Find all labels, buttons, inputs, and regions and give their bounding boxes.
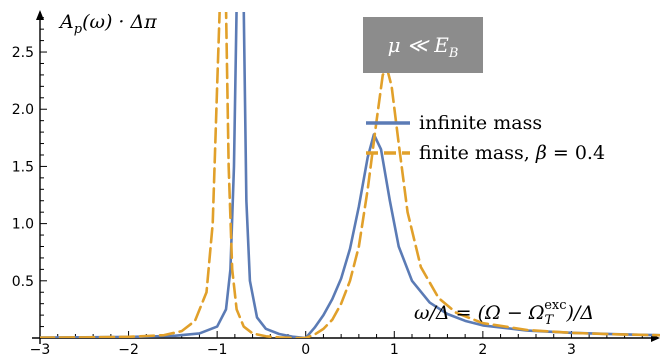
x-tick-label: 2 <box>478 342 487 358</box>
y-tick-label: 2.5 <box>12 45 34 61</box>
legend: infinite mass finite mass, β = 0.4 <box>366 112 605 164</box>
series-layer <box>40 12 660 338</box>
x-tick-label: 0 <box>301 342 310 358</box>
axes-group: −3 −2 −1 0 1 2 3 0.5 1.0 1.5 2.0 2.5 <box>12 10 660 358</box>
series-line-finite-mass <box>40 12 660 338</box>
x-tick-label: −2 <box>118 342 139 358</box>
annotation-text: μ ≪ EB <box>388 33 459 61</box>
series-line-infinite-mass <box>40 12 660 338</box>
x-axis-label: ω/Δ = (Ω − ΩTexc)/Δ <box>414 298 594 328</box>
y-tick-label: 1.5 <box>12 159 34 175</box>
legend-label-infinite-mass: infinite mass <box>419 112 542 134</box>
x-tick-label: −3 <box>30 342 51 358</box>
x-tick-label: −1 <box>207 342 228 358</box>
annotation-badge <box>363 17 483 73</box>
y-tick-label: 1.0 <box>12 217 34 233</box>
y-axis-label: Ap(ω) · Δπ <box>58 11 157 37</box>
x-tick-label: 3 <box>567 342 576 358</box>
x-tick-label: 1 <box>390 342 399 358</box>
y-axis-arrow <box>36 10 44 20</box>
y-tick-label: 2.0 <box>12 102 34 118</box>
y-tick-label: 0.5 <box>12 274 34 290</box>
legend-label-finite-mass: finite mass, β = 0.4 <box>419 142 605 164</box>
